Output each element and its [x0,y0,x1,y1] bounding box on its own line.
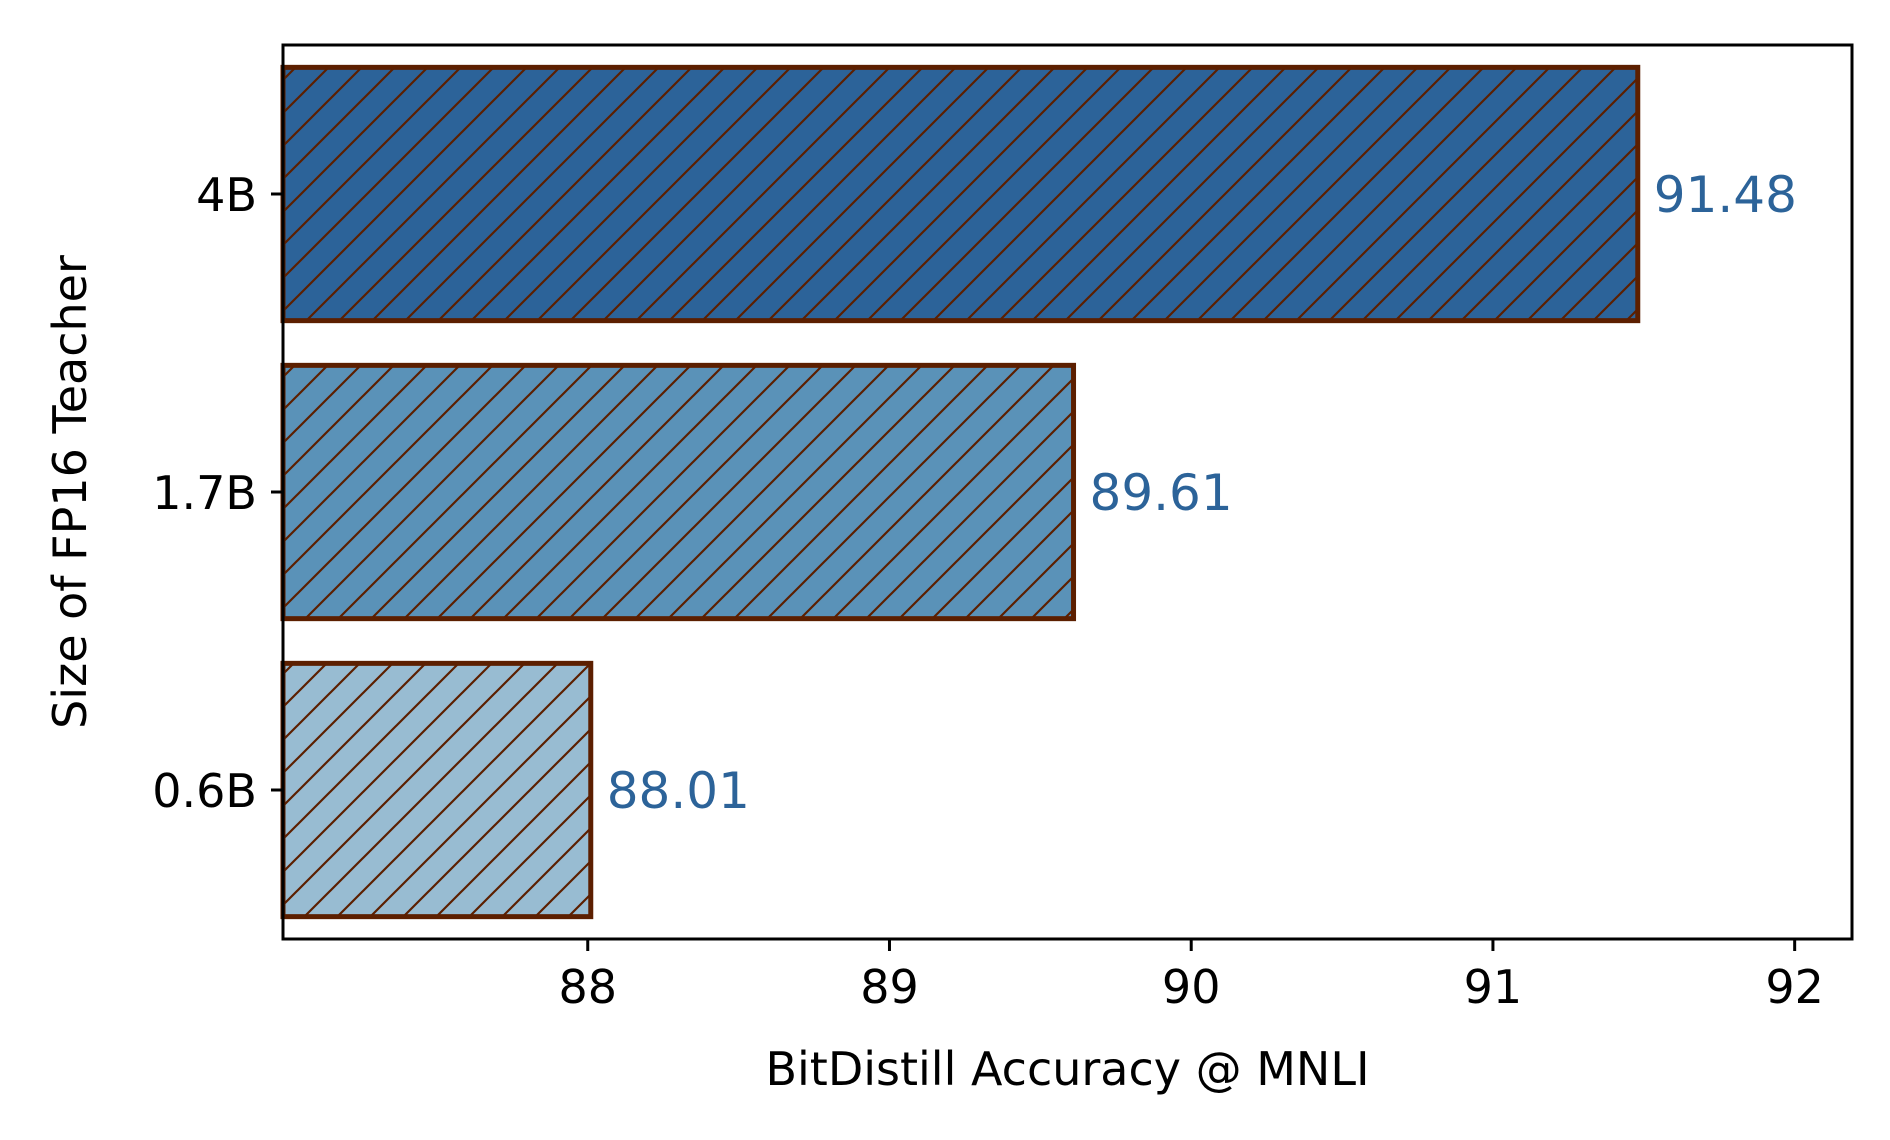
y-axis-title: Size of FP16 Teacher [43,255,97,729]
bars-layer [280,64,1641,920]
value-label-4B: 91.48 [1654,166,1797,224]
y-tick-label-1.7B: 1.7B [152,466,257,520]
value-labels-layer: 88.01 89.61 91.48 [607,166,1797,820]
value-label-1.7B: 89.61 [1090,464,1233,522]
value-label-0.6B: 88.01 [607,762,750,820]
ticks-layer: 0.6B 1.7B 4B 88 89 90 91 92 [152,168,1824,1014]
bar-0.6B [280,660,594,920]
bar-1.7B [280,362,1077,622]
x-tick-label-88: 88 [558,960,617,1014]
x-axis-title: BitDistill Accuracy @ MNLI [765,1042,1369,1096]
x-tick-label-91: 91 [1464,960,1523,1014]
x-tick-label-90: 90 [1162,960,1221,1014]
x-tick-label-92: 92 [1765,960,1824,1014]
x-tick-label-89: 89 [860,960,919,1014]
bar-4B [280,64,1641,324]
y-tick-label-0.6B: 0.6B [152,764,257,818]
y-tick-label-4B: 4B [196,168,257,222]
